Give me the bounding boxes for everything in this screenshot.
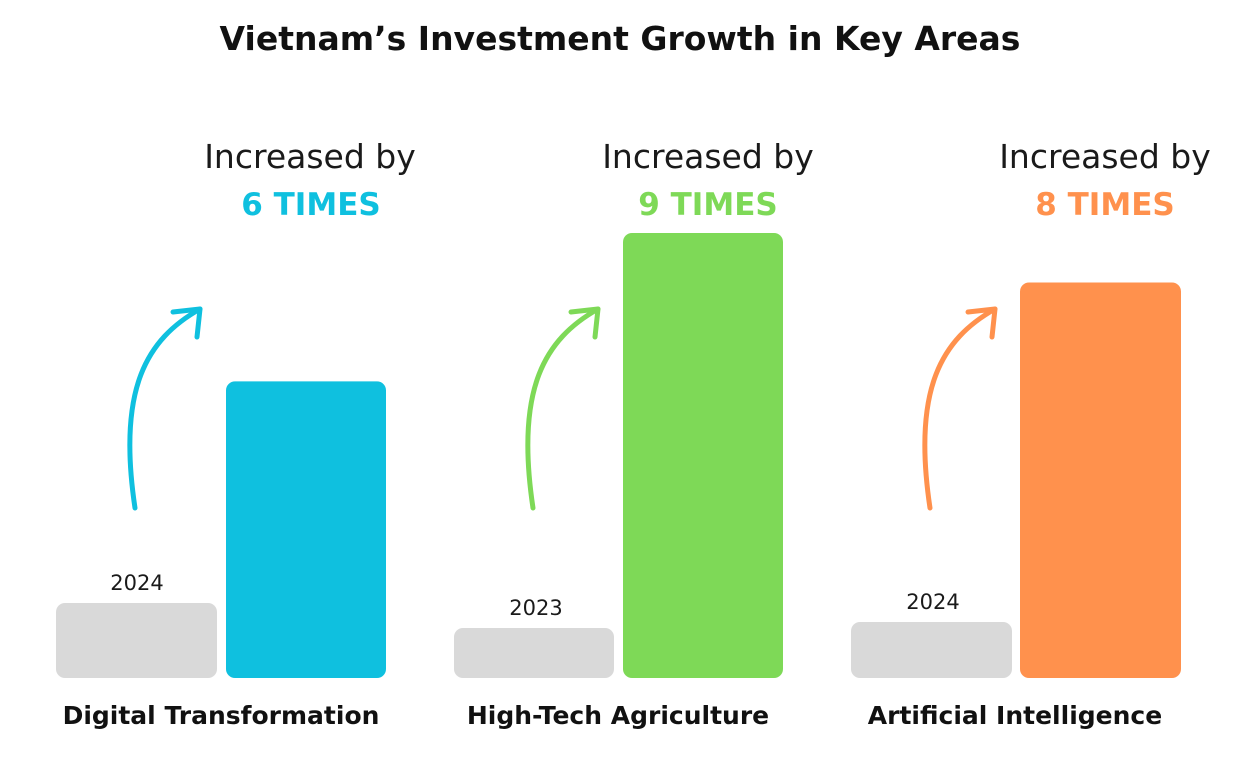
multiplier-label: 8 TIMES: [1035, 187, 1174, 223]
category-label: Digital Transformation: [63, 701, 380, 730]
growth-arrow-icon: [127, 306, 203, 511]
base-bar-high-tech-agriculture: [454, 628, 614, 678]
base-year-label: 2023: [509, 596, 562, 620]
chart-title: Vietnam’s Investment Growth in Key Areas: [220, 19, 1021, 58]
growth-arrow-icon: [525, 306, 601, 511]
increased-by-label: Increased by: [602, 137, 814, 176]
base-year-label: 2024: [110, 571, 163, 595]
increased-by-label: Increased by: [204, 137, 416, 176]
increased-by-label: Increased by: [999, 137, 1211, 176]
base-bar-artificial-intelligence: [851, 622, 1012, 678]
growth-arrow-head-icon: [170, 306, 203, 340]
multiplier-label: 6 TIMES: [241, 187, 380, 223]
group-high-tech-agriculture: 2023 Increased by 9 TIMES High-Tech Agri…: [454, 137, 814, 730]
growth-bar-high-tech-agriculture: [623, 233, 783, 678]
category-label: Artificial Intelligence: [868, 701, 1162, 730]
group-artificial-intelligence: 2024 Increased by 8 TIMES Artificial Int…: [851, 137, 1211, 730]
base-year-label: 2024: [906, 590, 959, 614]
growth-arrow-head-icon: [965, 306, 998, 340]
growth-arrow-head-icon: [568, 306, 601, 340]
multiplier-label: 9 TIMES: [638, 187, 777, 223]
base-bar-digital-transformation: [56, 603, 217, 678]
category-label: High-Tech Agriculture: [467, 701, 769, 730]
growth-arrow-icon: [922, 306, 998, 511]
growth-bar-artificial-intelligence: [1020, 282, 1181, 678]
growth-bar-digital-transformation: [226, 381, 386, 678]
group-digital-transformation: 2024 Increased by 6 TIMES Digital Transf…: [56, 137, 416, 730]
